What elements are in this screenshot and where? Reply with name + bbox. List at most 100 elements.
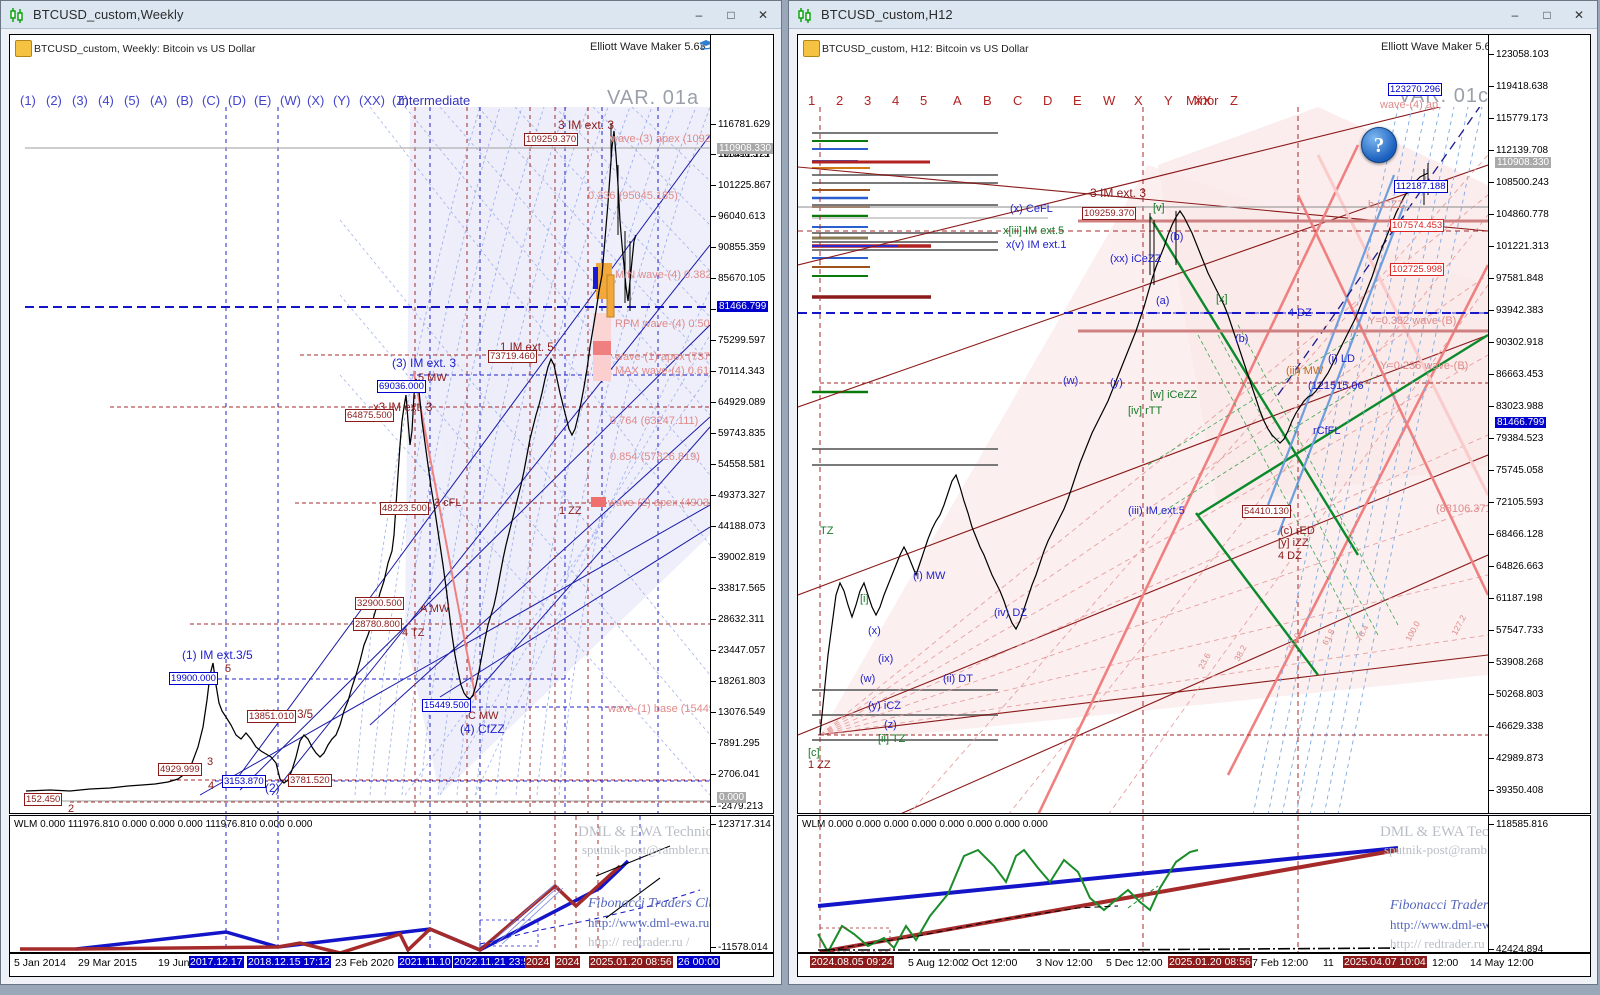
degree-btn-w[interactable]: (W) xyxy=(280,93,301,108)
price-axis-h12[interactable]: 123058.103 119418.638 115779.173 112139.… xyxy=(1488,35,1590,813)
degree-btn-z[interactable]: (Z) xyxy=(392,93,409,108)
ytick-15: 68466.128 xyxy=(1489,529,1543,540)
ytick-4: 96040.613 xyxy=(711,211,765,222)
titlebar-h12[interactable]: BTCUSD_custom,H12 – □ ✕ xyxy=(789,1,1597,29)
window-weekly[interactable]: BTCUSD_custom,Weekly – □ ✕ BTCUSD_custom… xyxy=(0,0,782,985)
degree-btn-c[interactable]: C xyxy=(1013,93,1023,108)
annot-y-izz: [y] iZZ xyxy=(1278,537,1309,549)
degree-btn-1[interactable]: 1 xyxy=(808,93,816,108)
price-label-3153: 3153.870 xyxy=(222,775,266,788)
annot-3-cfl: 3 cFL xyxy=(434,497,462,509)
degree-buttons-weekly[interactable]: (1) (2) (3) (4) (5) (A) (B) (C) (D) (E) (W) (X) (Y) (… xyxy=(20,93,418,108)
degree-btn-d[interactable]: (D) xyxy=(228,93,247,108)
degree-btn-xx[interactable]: (XX) xyxy=(359,93,385,108)
degree-btn-4[interactable]: 4 xyxy=(892,93,900,108)
ytick-4: 108500.243 xyxy=(1489,177,1549,188)
degree-btn-3[interactable]: (3) xyxy=(72,93,88,108)
xsel-1-h12: 2025.01.20 08:56 xyxy=(1168,956,1252,968)
degree-btn-1[interactable]: (1) xyxy=(20,93,36,108)
degree-btn-a[interactable]: (A) xyxy=(150,93,168,108)
annot-4-cfzz: (4) CfZZ xyxy=(460,722,505,736)
ytick-0: 123058.103 xyxy=(1489,49,1549,60)
ytick-20: 50268.803 xyxy=(1489,689,1543,700)
maximize-button[interactable]: □ xyxy=(1543,7,1551,22)
degree-btn-b[interactable]: (B) xyxy=(176,93,194,108)
degree-btn-d[interactable]: D xyxy=(1043,93,1053,108)
degree-btn-x[interactable]: X xyxy=(1134,93,1143,108)
price-chart-weekly[interactable]: BTCUSD_custom, Weekly: Bitcoin vs US Dol… xyxy=(9,34,774,814)
annot-tz-left: TZ xyxy=(820,525,834,537)
price-chart-h12[interactable]: BTCUSD_custom, H12: Bitcoin vs US Dollar… xyxy=(797,34,1591,814)
degree-btn-5[interactable]: (5) xyxy=(124,93,140,108)
close-button[interactable]: ✕ xyxy=(1573,7,1585,22)
watermark-url2-h12: http:// redtrader.ru / xyxy=(1390,936,1492,951)
degree-btn-b[interactable]: B xyxy=(983,93,992,108)
close-button[interactable]: ✕ xyxy=(757,7,769,22)
degree-btn-w[interactable]: W xyxy=(1103,93,1116,108)
degree-btn-y[interactable]: Y xyxy=(1164,93,1173,108)
annot-x-bracket: [x] xyxy=(1216,293,1228,305)
annot-a-mw: A MW xyxy=(420,603,450,615)
ytick-11: 59743.835 xyxy=(711,428,765,439)
degree-btn-5[interactable]: 5 xyxy=(920,93,928,108)
indicator-chart-h12[interactable]: WLM 0.000 0.000 0.000 0.000 0.000 0.000 … xyxy=(797,815,1591,953)
degree-btn-3[interactable]: 3 xyxy=(864,93,872,108)
degree-btn-z[interactable]: Z xyxy=(1230,93,1238,108)
annot-w-paren2: (w) xyxy=(860,673,876,685)
degree-btn-a[interactable]: A xyxy=(953,93,962,108)
chart-symbol-header-h12: BTCUSD_custom, H12: Bitcoin vs US Dollar xyxy=(822,43,1029,55)
watermark-url2-weekly: http:// redtrader.ru / xyxy=(588,934,690,949)
indicator-chart-weekly[interactable]: WLM 0.000 111976.810 0.000 0.000 0.000 1… xyxy=(9,815,774,953)
price-marker-current: 81466.799 xyxy=(717,301,769,312)
degree-btn-x[interactable]: (X) xyxy=(307,93,325,108)
annot-xv-im-ext1: x(v) IM ext.1 xyxy=(1006,239,1067,251)
degree-name-weekly: Intermediate xyxy=(398,93,471,108)
degree-btn-c[interactable]: (C) xyxy=(202,93,221,108)
annot-i-mw: (i) MW xyxy=(913,570,946,582)
time-axis-weekly[interactable]: 5 Jan 2014 29 Mar 2015 19 Jun 2016 2017.… xyxy=(9,953,774,977)
minimize-button[interactable]: – xyxy=(695,7,703,22)
price-axis-weekly[interactable]: 116781.629 111596.375 106411.121 101225.… xyxy=(710,35,773,813)
minimize-button[interactable]: – xyxy=(1511,7,1519,22)
indicator-axis-h12: 118585.816 42424.894 xyxy=(1488,816,1590,952)
degree-btn-2[interactable]: 2 xyxy=(836,93,844,108)
annot-rpm-wave4: RPM wave-(4) 0.500 (79 xyxy=(615,318,735,330)
help-button[interactable]: ? xyxy=(1361,127,1397,163)
candlestick-icon xyxy=(796,6,814,24)
annot-c-red: (c) rED xyxy=(1280,525,1315,537)
degree-btn-y[interactable]: (Y) xyxy=(333,93,351,108)
degree-buttons-h12[interactable]: 1 2 3 4 5 A B C D E W X Y XX Z xyxy=(808,93,1274,108)
xsel-4: 2024 xyxy=(525,956,551,968)
annot-ii-tz: [ii] TZ xyxy=(878,733,906,745)
degree-btn-2[interactable]: (2) xyxy=(46,93,62,108)
annot-wave1-base: wave-(1) base (15449.5 xyxy=(608,703,725,715)
degree-btn-e[interactable]: E xyxy=(1073,93,1082,108)
annot-wave-3: 3 xyxy=(207,756,214,768)
window-title-weekly: BTCUSD_custom,Weekly xyxy=(33,7,184,22)
ytick-17: 28632.311 xyxy=(711,614,765,625)
window-h12[interactable]: BTCUSD_custom,H12 – □ ✕ BTCUSD_custom, H… xyxy=(788,0,1598,985)
annot-z-paren: (z) xyxy=(884,719,897,731)
titlebar-weekly[interactable]: BTCUSD_custom,Weekly – □ ✕ xyxy=(1,1,781,29)
ytick-8: 75299.597 xyxy=(711,335,765,346)
watermark-url1-weekly: http://www.dml-ewa.ru xyxy=(588,915,710,930)
degree-btn-xx[interactable]: XX xyxy=(1194,93,1212,108)
degree-btn-e[interactable]: (E) xyxy=(254,93,272,108)
xtick-1-h12: 2 Oct 12:00 xyxy=(963,957,1018,969)
annot-b-ccz: (iii) MW xyxy=(1286,365,1324,377)
maximize-button[interactable]: □ xyxy=(727,7,735,22)
xtick-5: 23 Feb 2020 xyxy=(335,957,394,969)
price-label-109259: 109259.370 xyxy=(524,133,579,146)
time-axis-h12[interactable]: 2024.08.05 09:24 5 Aug 12:00 2 Oct 12:00… xyxy=(797,953,1591,977)
annot-iv-dz: (iv) DZ xyxy=(994,607,1027,619)
price-label-15449: 15449.500 xyxy=(422,699,471,712)
annot-0854: 0.854 (57826.819) xyxy=(610,451,700,463)
annot-y-paren: (y) xyxy=(1110,377,1123,389)
annot-y236-waveB: Y=0.382 wave-(B) xyxy=(1368,315,1457,327)
ytick-18: 23447.057 xyxy=(711,645,765,656)
degree-btn-4[interactable]: (4) xyxy=(98,93,114,108)
ytick-14: 72105.593 xyxy=(1489,497,1543,508)
ytick-23: -2479.213 xyxy=(711,801,763,812)
annot-b-paren: (b) xyxy=(1170,231,1184,243)
annot-121515: wave-(4) ap xyxy=(1380,99,1439,111)
